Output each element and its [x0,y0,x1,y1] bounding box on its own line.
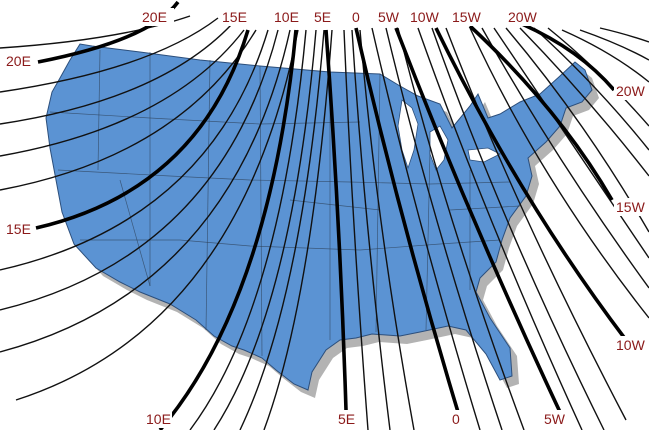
isogonic-line [0,29,269,271]
label-left-15e: 15E [6,221,31,237]
isogonic-line [263,29,333,430]
isogonic-line-5e [324,29,348,411]
isogonic-line [0,29,291,353]
label-top-10e: 10E [274,9,299,25]
label-right-15w: 15W [616,199,646,215]
isogonic-line-15w [468,24,614,201]
isogonic-line [519,27,649,177]
isogonic-line [0,29,257,191]
isogonic-line [469,27,649,319]
isogonic-line [359,29,415,430]
label-bottom-5e: 5E [338,411,355,427]
isogonic-line [371,27,481,430]
label-top-15w: 15W [452,9,482,25]
label-top-10w: 10W [410,9,440,25]
label-bottom-5w: 5W [544,411,566,427]
label-left-20e: 20E [6,53,31,69]
isogonic-line [385,27,503,430]
label-top-15e: 15E [222,9,247,25]
isogonic-line [213,29,317,430]
isogonic-line-10e [158,29,298,430]
isogonic-line [397,27,525,430]
isogonic-line [0,29,245,157]
isogonic-line [579,29,649,61]
isogonic-line-15e [35,29,250,230]
isogonic-line [343,29,369,430]
isogonic-line [561,29,649,83]
label-top-5w: 5W [378,9,400,25]
isogonic-line [239,29,325,430]
isogonic-line-20w [521,22,616,92]
label-top-5e: 5E [314,9,331,25]
isogonic-line [0,23,233,125]
isogonic-line-10w [434,27,628,342]
isogonic-line [493,27,649,259]
isogonic-line [417,27,583,430]
isogonic-line [0,29,279,311]
united-states-landmass [45,43,593,391]
isogonic-line [445,27,627,421]
isogonic-line [481,27,649,289]
isogonic-line [431,27,605,430]
label-top-20e: 20E [142,9,167,25]
label-top-20w: 20W [508,9,538,25]
isogonic-line [533,27,649,151]
isogonic-line [0,17,219,93]
label-bottom-10e: 10E [146,411,171,427]
label-top-0: 0 [352,9,360,25]
isogonic-line-5w [394,27,562,413]
isogonic-line [15,29,299,401]
label-right-20w: 20W [616,83,646,99]
isogonic-line [351,29,391,430]
isogonic-line [189,29,307,430]
isogonic-line [599,27,649,43]
declination-labels: 20E 15E 10E 5E 0 5W 10W 15W 20W 20E 15E … [4,8,648,428]
label-bottom-0: 0 [452,411,460,427]
label-right-10w: 10W [616,337,646,353]
isogonic-line-0 [354,27,460,413]
